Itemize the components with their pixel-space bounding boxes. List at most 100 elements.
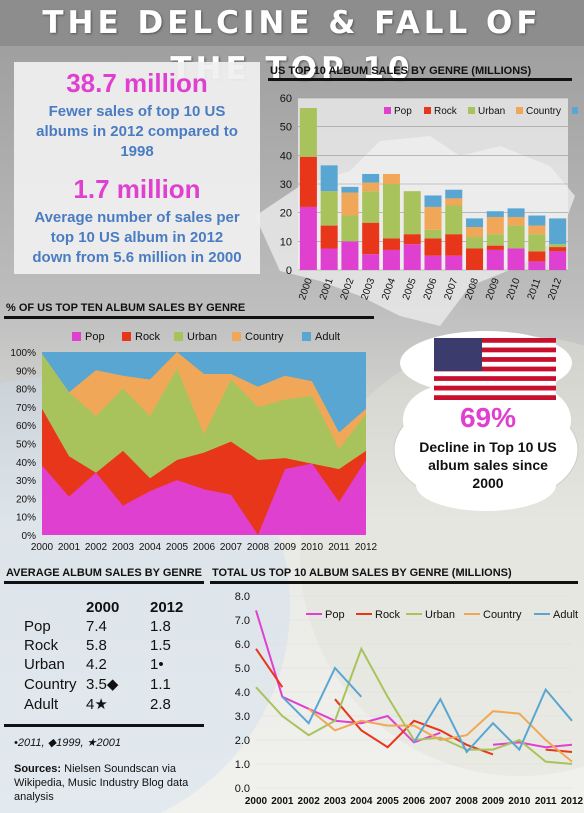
legend-label: Urban bbox=[187, 331, 217, 343]
y-tick-label: 60% bbox=[16, 421, 36, 432]
legend-label: Pop bbox=[394, 106, 412, 117]
y-tick-label: 50 bbox=[280, 122, 292, 134]
bar-segment-urban bbox=[362, 191, 380, 223]
legend-swatch bbox=[232, 332, 241, 341]
decline-callout: 69% Decline in Top 10 US album sales sin… bbox=[408, 402, 568, 492]
x-tick-label: 2011 bbox=[526, 277, 544, 301]
table-row: Rock 5.8 1.5 bbox=[22, 636, 185, 655]
stat-2-line: down from 5.6 million in 2000 bbox=[32, 249, 242, 266]
legend-label: Urban bbox=[478, 106, 505, 117]
x-tick-label: 2012 bbox=[561, 796, 584, 807]
line-adult bbox=[281, 666, 573, 754]
bar-segment-urban bbox=[486, 234, 504, 246]
legend-label: Adult bbox=[553, 609, 578, 621]
table-row: Adult 4★ 2.8 bbox=[22, 694, 185, 714]
x-tick-label: 2001 bbox=[318, 276, 336, 301]
y-tick-label: 0.0 bbox=[235, 783, 250, 795]
x-tick-label: 2006 bbox=[403, 796, 426, 807]
legend-label: Rock bbox=[434, 106, 458, 117]
table-header: 2012 bbox=[150, 599, 184, 616]
bar-segment-adult bbox=[320, 165, 338, 192]
table-cell: 1.5 bbox=[150, 637, 171, 654]
sources: Sources: Nielsen Soundscan via Wikipedia… bbox=[14, 762, 204, 804]
y-tick-label: 6.0 bbox=[235, 639, 250, 651]
table-cell: 7.4 bbox=[86, 618, 107, 635]
x-tick-label: 2000 bbox=[31, 542, 54, 553]
stat-2-text: Average number of sales per top 10 US al… bbox=[14, 208, 260, 268]
us-flag-icon bbox=[434, 338, 556, 400]
table-cell: Adult bbox=[24, 695, 59, 713]
x-tick-label: 2002 bbox=[298, 796, 321, 807]
y-tick-label: 10% bbox=[16, 513, 36, 524]
decline-text: Decline in Top 10 US album sales since 2… bbox=[408, 438, 568, 492]
bar-segment-urban bbox=[403, 191, 421, 235]
bar-segment-pop bbox=[341, 241, 359, 270]
bar-segment-pop bbox=[299, 206, 317, 270]
sources-label: Sources: bbox=[14, 763, 62, 775]
y-tick-label: 20 bbox=[280, 208, 292, 220]
y-tick-label: 50% bbox=[16, 440, 36, 451]
stat-2-line: top 10 US album in 2012 bbox=[50, 229, 224, 246]
bar-segment-urban bbox=[507, 225, 525, 249]
bar-segment-pop bbox=[403, 244, 421, 270]
x-tick-label: 2004 bbox=[380, 276, 398, 301]
bar-segment-urban bbox=[445, 205, 463, 235]
table-cell: 2.8 bbox=[150, 695, 171, 713]
legend-label: Urban bbox=[425, 609, 455, 621]
bar-segment-pop bbox=[528, 261, 546, 270]
table-header-row: 2000 2012 bbox=[22, 598, 185, 617]
bar-segment-adult bbox=[424, 195, 442, 207]
stat-2-line: Average number of sales per bbox=[34, 209, 240, 226]
line-country bbox=[308, 708, 573, 763]
bar-segment-pop bbox=[424, 255, 442, 270]
legend-swatch bbox=[468, 107, 475, 114]
table-header: 2000 bbox=[86, 599, 120, 616]
table-cell: 1.1 bbox=[150, 675, 171, 693]
x-tick-label: 2000 bbox=[245, 796, 268, 807]
table-row: Country 3.5◆ 1.1 bbox=[22, 674, 185, 694]
bar-segment-adult bbox=[362, 173, 380, 183]
x-tick-label: 2011 bbox=[328, 542, 350, 553]
legend-label: Country bbox=[245, 331, 284, 343]
y-tick-label: 90% bbox=[16, 366, 36, 377]
table-cell: Urban bbox=[24, 656, 65, 673]
bar-segment-urban bbox=[549, 244, 567, 248]
y-tick-label: 30 bbox=[280, 179, 292, 191]
decline-value: 69% bbox=[459, 402, 517, 433]
decline-cloud bbox=[393, 331, 579, 511]
bar-segment-adult bbox=[528, 215, 546, 226]
decline-line: album sales since bbox=[428, 457, 548, 473]
x-tick-label: 2005 bbox=[377, 796, 400, 807]
bar-segment-rock bbox=[549, 247, 567, 252]
x-tick-label: 2005 bbox=[166, 542, 189, 553]
y-tick-label: 20% bbox=[16, 494, 36, 505]
x-tick-label: 2010 bbox=[505, 276, 523, 301]
bar-segment-country bbox=[445, 198, 463, 206]
bar-segment-rock bbox=[299, 156, 317, 207]
x-tick-label: 2006 bbox=[193, 542, 216, 553]
table-cell: Rock bbox=[24, 637, 59, 654]
y-tick-label: 70% bbox=[16, 403, 36, 414]
table-cell: 1• bbox=[150, 656, 164, 673]
bar-segment-country bbox=[507, 216, 525, 226]
avg-table: 2000 2012 Pop 7.4 1.8 Rock 5.8 1.5 Urban 4.2 1… bbox=[22, 598, 185, 714]
y-tick-label: 3.0 bbox=[235, 711, 250, 723]
stats-box: 38.7 million Fewer sales of top 10 US al… bbox=[14, 62, 260, 274]
table-row: Pop 7.4 1.8 bbox=[22, 617, 185, 636]
bar-segment-urban bbox=[424, 229, 442, 239]
x-tick-label: 2003 bbox=[359, 276, 377, 301]
x-tick-label: 2012 bbox=[546, 276, 564, 301]
bar-segment-pop bbox=[382, 249, 400, 270]
legend-swatch bbox=[384, 107, 391, 114]
table-cell: 4.2 bbox=[86, 656, 107, 673]
flag-stripe bbox=[434, 366, 556, 372]
x-tick-label: 2004 bbox=[139, 542, 162, 553]
x-tick-label: 2005 bbox=[401, 276, 419, 301]
y-tick-label: 1.0 bbox=[235, 759, 250, 771]
legend-label: Pop bbox=[85, 331, 105, 343]
y-tick-label: 30% bbox=[16, 476, 36, 487]
footnote: •2011, ◆1999, ★2001 bbox=[14, 737, 121, 749]
table-cell: Country bbox=[24, 675, 77, 693]
bar-segment-urban bbox=[299, 108, 317, 157]
legend-swatch bbox=[302, 332, 311, 341]
